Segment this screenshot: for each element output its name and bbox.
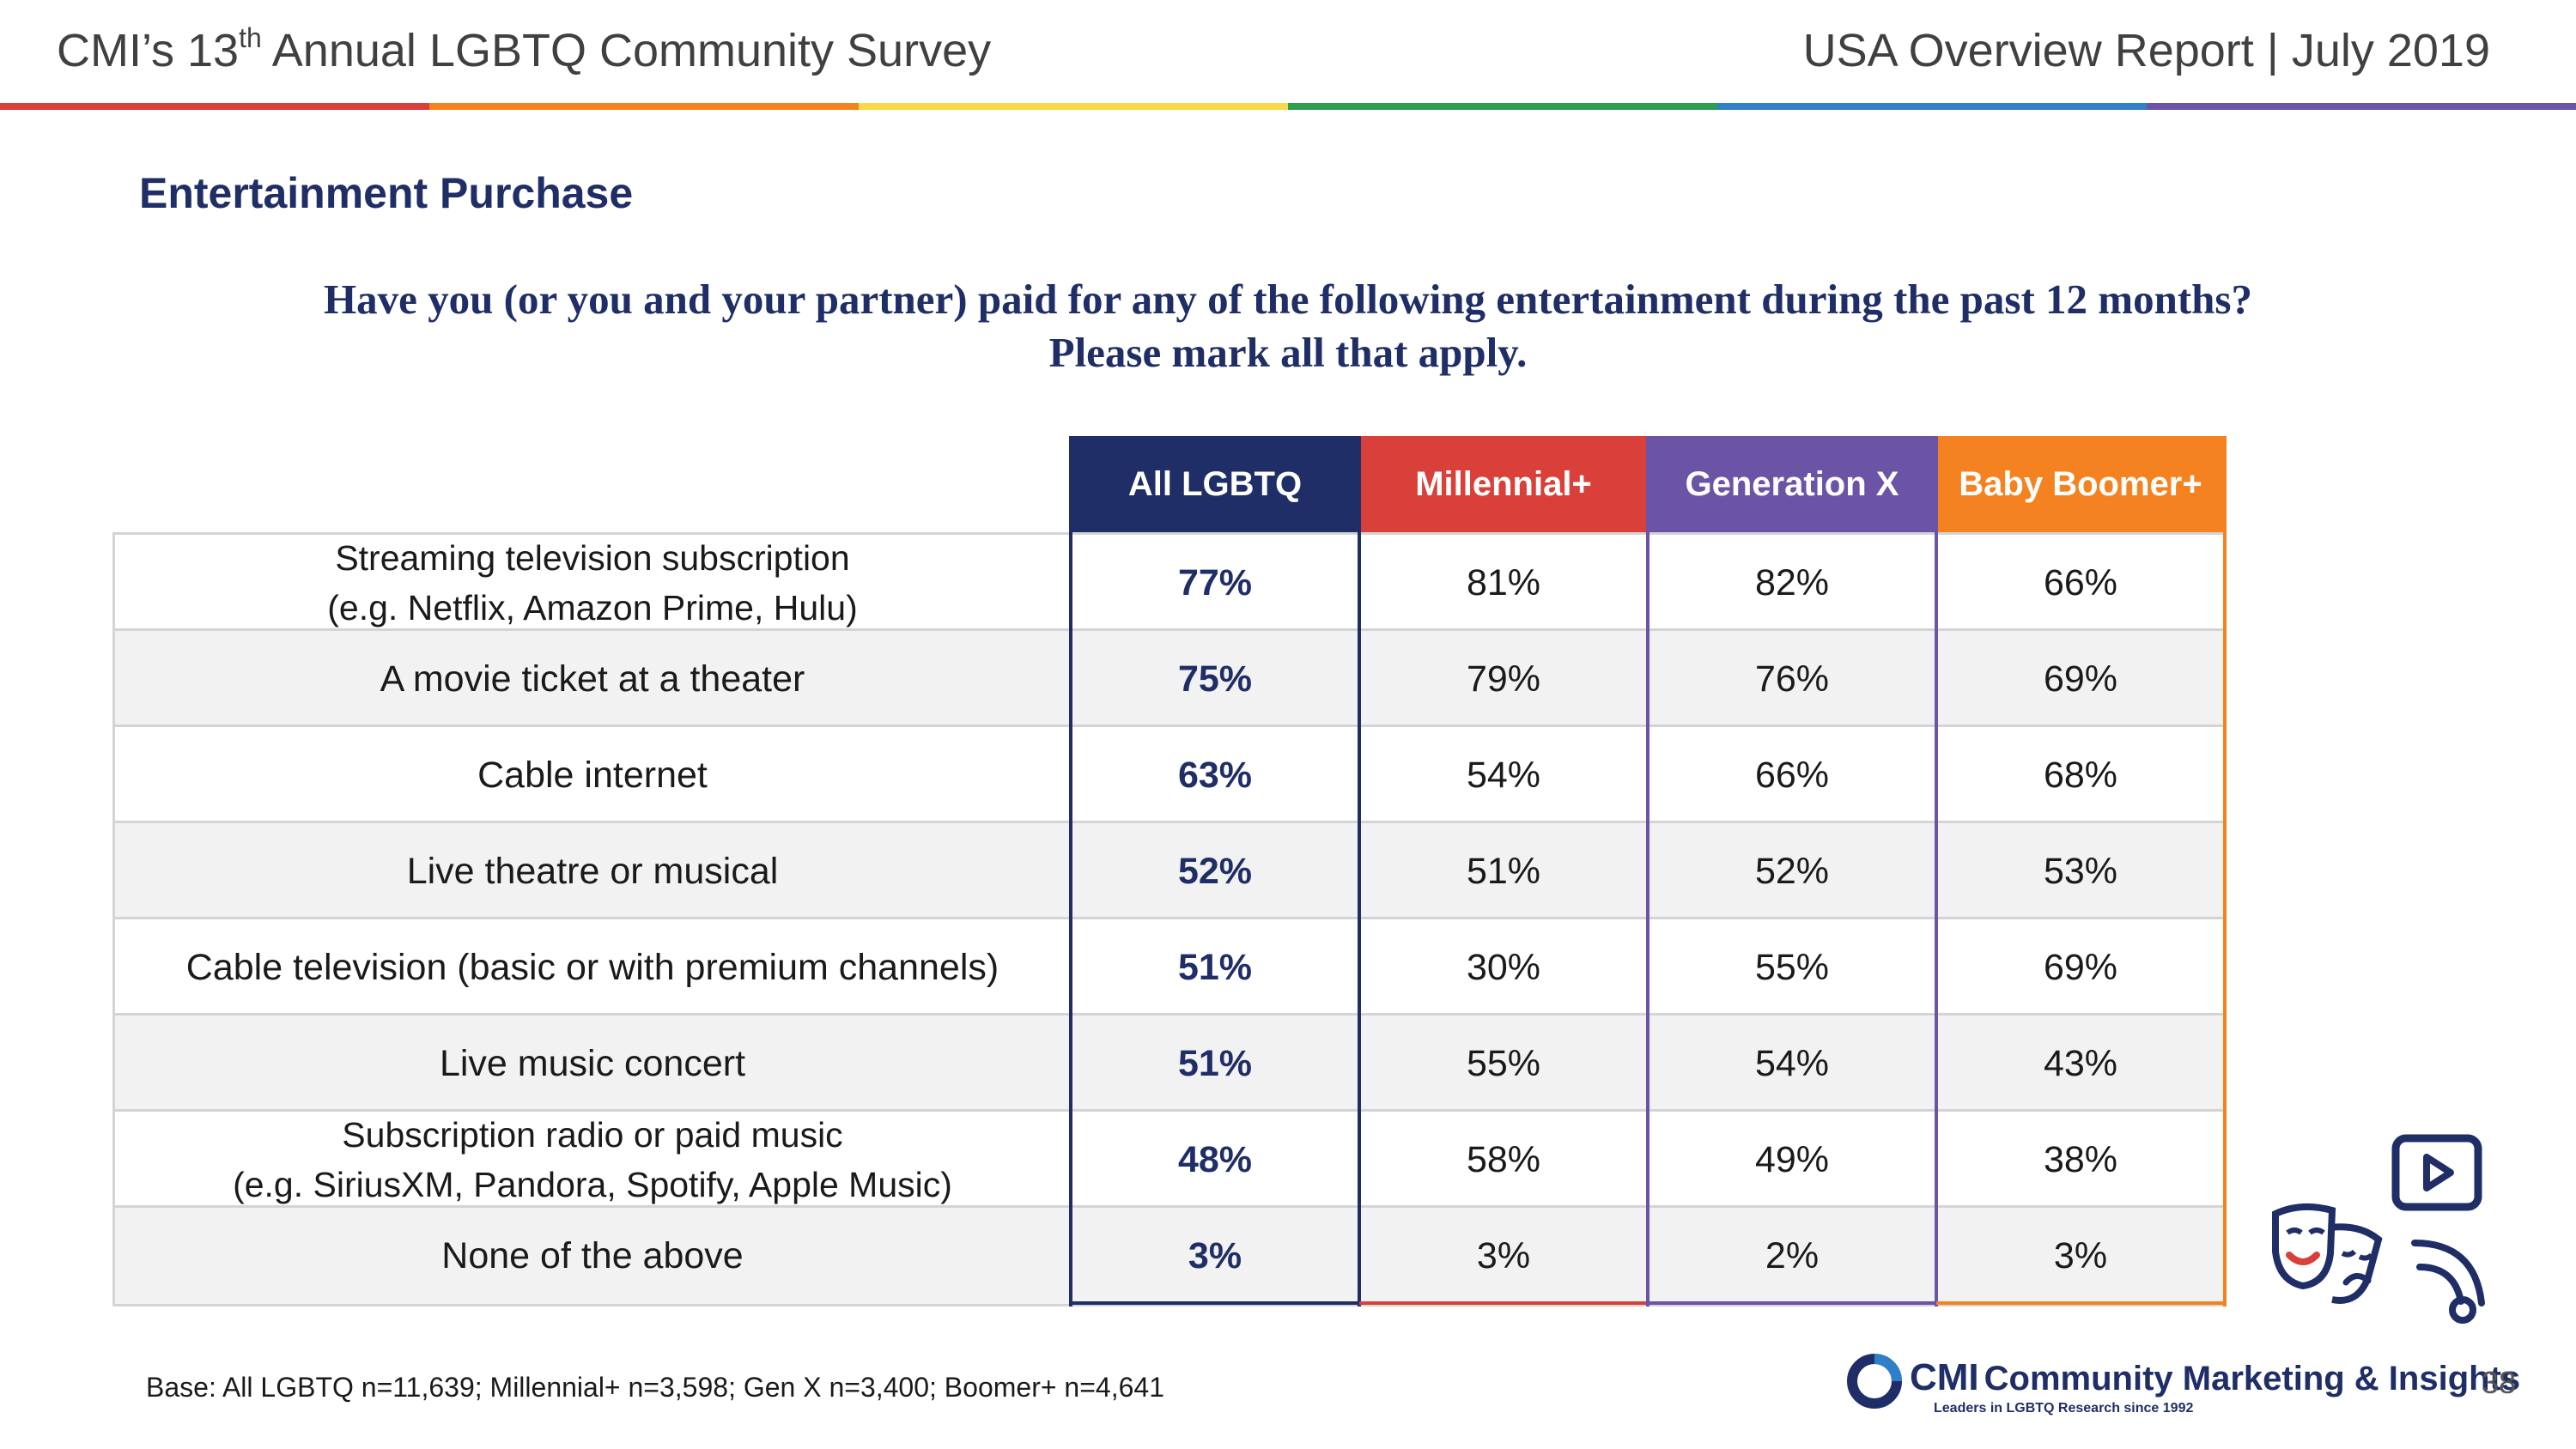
rainbow-segment	[429, 103, 859, 110]
cell-all-lgbtq: 52%	[1177, 850, 1253, 892]
cell-baby-boomer: 68%	[2043, 754, 2118, 796]
cell-baby-boomer: 43%	[2043, 1042, 2118, 1084]
cell-all-lgbtq: 77%	[1177, 561, 1253, 603]
cell-baby-boomer: 69%	[2043, 658, 2118, 700]
column-border-all-lgbtq-right	[1358, 436, 1361, 1307]
rainbow-segment	[859, 103, 1288, 110]
millennial-bottom-border	[1359, 1301, 1646, 1305]
column-header-generation-x: Generation X	[1648, 436, 1936, 532]
row-label: Cable television (basic or with premium …	[185, 947, 999, 988]
cell-millennial: 30%	[1466, 946, 1541, 988]
brand-name: CMI Community Marketing & Insights	[1910, 1356, 2521, 1398]
table-row: Live theatre or musical 52% 51% 52% 53%	[114, 821, 2223, 919]
column-border-all-lgbtq	[1069, 436, 1072, 1307]
cell-baby-boomer: 69%	[2043, 946, 2118, 988]
question-line-1: Have you (or you and your partner) paid …	[324, 276, 2252, 323]
row-label: None of the above	[441, 1235, 744, 1276]
cell-millennial: 58%	[1466, 1138, 1541, 1180]
table-row: A movie ticket at a theater 75% 79% 76% …	[114, 628, 2223, 727]
cell-all-lgbtq: 63%	[1177, 754, 1253, 796]
report-title: CMI’s 13th Annual LGBTQ Community Survey	[57, 22, 992, 76]
table-left-border	[112, 532, 115, 1307]
column-header-millennial: Millennial+	[1359, 436, 1648, 532]
cell-all-lgbtq: 51%	[1177, 1042, 1253, 1084]
row-label: Streaming television subscription (e.g. N…	[327, 538, 858, 627]
column-border-baby-boomer-right	[2223, 436, 2227, 1307]
cell-generation-x: 76%	[1754, 658, 1830, 700]
cell-generation-x: 66%	[1754, 754, 1830, 796]
table-row: Cable internet 63% 54% 66% 68%	[114, 724, 2223, 823]
row-label: A movie ticket at a theater	[380, 658, 805, 700]
theater-masks-icon	[2272, 1203, 2383, 1304]
rainbow-segment	[0, 103, 429, 110]
base-footnote: Base: All LGBTQ n=11,639; Millennial+ n=…	[146, 1372, 1164, 1403]
generation-x-bottom-border	[1648, 1301, 1936, 1305]
page-number: 38	[2482, 1365, 2517, 1400]
column-border-generation-x-left	[1646, 436, 1649, 1307]
report-subtitle: USA Overview Report | July 2019	[1802, 25, 2490, 76]
cell-generation-x: 55%	[1754, 946, 1830, 988]
cell-all-lgbtq: 48%	[1177, 1138, 1253, 1180]
cell-all-lgbtq: 51%	[1177, 946, 1253, 988]
question-line-2: Please mark all that apply.	[1048, 329, 1528, 376]
row-label: Live theatre or musical	[406, 851, 779, 892]
table-row: None of the above 3% 3% 2% 3%	[114, 1205, 2223, 1307]
row-label: Live music concert	[439, 1043, 746, 1084]
brand-tagline: Leaders in LGBTQ Research since 1992	[1934, 1401, 2194, 1416]
table-row: Cable television (basic or with premium …	[114, 917, 2223, 1016]
cell-millennial: 51%	[1466, 850, 1541, 892]
all-lgbtq-bottom-border	[1071, 1301, 1359, 1305]
cell-generation-x: 54%	[1754, 1042, 1830, 1084]
row-label: Cable internet	[477, 755, 708, 796]
column-header-baby-boomer: Baby Boomer+	[1936, 436, 2225, 532]
cell-generation-x: 82%	[1754, 561, 1830, 603]
table-row: Subscription radio or paid music (e.g. Si…	[114, 1109, 2223, 1208]
cell-generation-x: 52%	[1754, 850, 1830, 892]
cell-baby-boomer: 38%	[2043, 1138, 2118, 1180]
rainbow-segment	[2147, 103, 2576, 110]
cell-all-lgbtq: 75%	[1177, 658, 1253, 700]
table-row: Streaming television subscription (e.g. N…	[114, 532, 2223, 631]
rainbow-divider	[0, 103, 2576, 110]
cell-baby-boomer: 66%	[2043, 561, 2118, 603]
cell-millennial: 54%	[1466, 754, 1541, 796]
cell-millennial: 55%	[1466, 1042, 1541, 1084]
cell-baby-boomer: 53%	[2043, 850, 2118, 892]
broadcast-icon	[2411, 1240, 2485, 1324]
table-row: Live music concert 51% 55% 54% 43%	[114, 1013, 2223, 1112]
column-border-generation-x-right	[1935, 436, 1938, 1307]
rainbow-segment	[1288, 103, 1717, 110]
column-header-all-lgbtq: All LGBTQ	[1071, 436, 1359, 532]
entertainment-illustration	[2272, 1134, 2485, 1324]
row-label: Subscription radio or paid music (e.g. Si…	[233, 1115, 952, 1204]
rainbow-segment	[1717, 103, 2147, 110]
survey-question: Have you (or you and your partner) paid …	[0, 273, 2576, 379]
cell-millennial: 79%	[1466, 658, 1541, 700]
cell-generation-x: 49%	[1754, 1138, 1830, 1180]
cell-baby-boomer: 3%	[2053, 1234, 2108, 1276]
cell-millennial: 81%	[1466, 561, 1541, 603]
cell-all-lgbtq: 3%	[1188, 1234, 1242, 1276]
baby-boomer-bottom-border	[1936, 1301, 2225, 1305]
cell-generation-x: 2%	[1765, 1234, 1820, 1276]
video-play-icon	[2391, 1134, 2482, 1211]
section-title: Entertainment Purchase	[139, 169, 634, 217]
cmi-ring-logo-icon	[1847, 1354, 1902, 1409]
cell-millennial: 3%	[1476, 1234, 1531, 1276]
